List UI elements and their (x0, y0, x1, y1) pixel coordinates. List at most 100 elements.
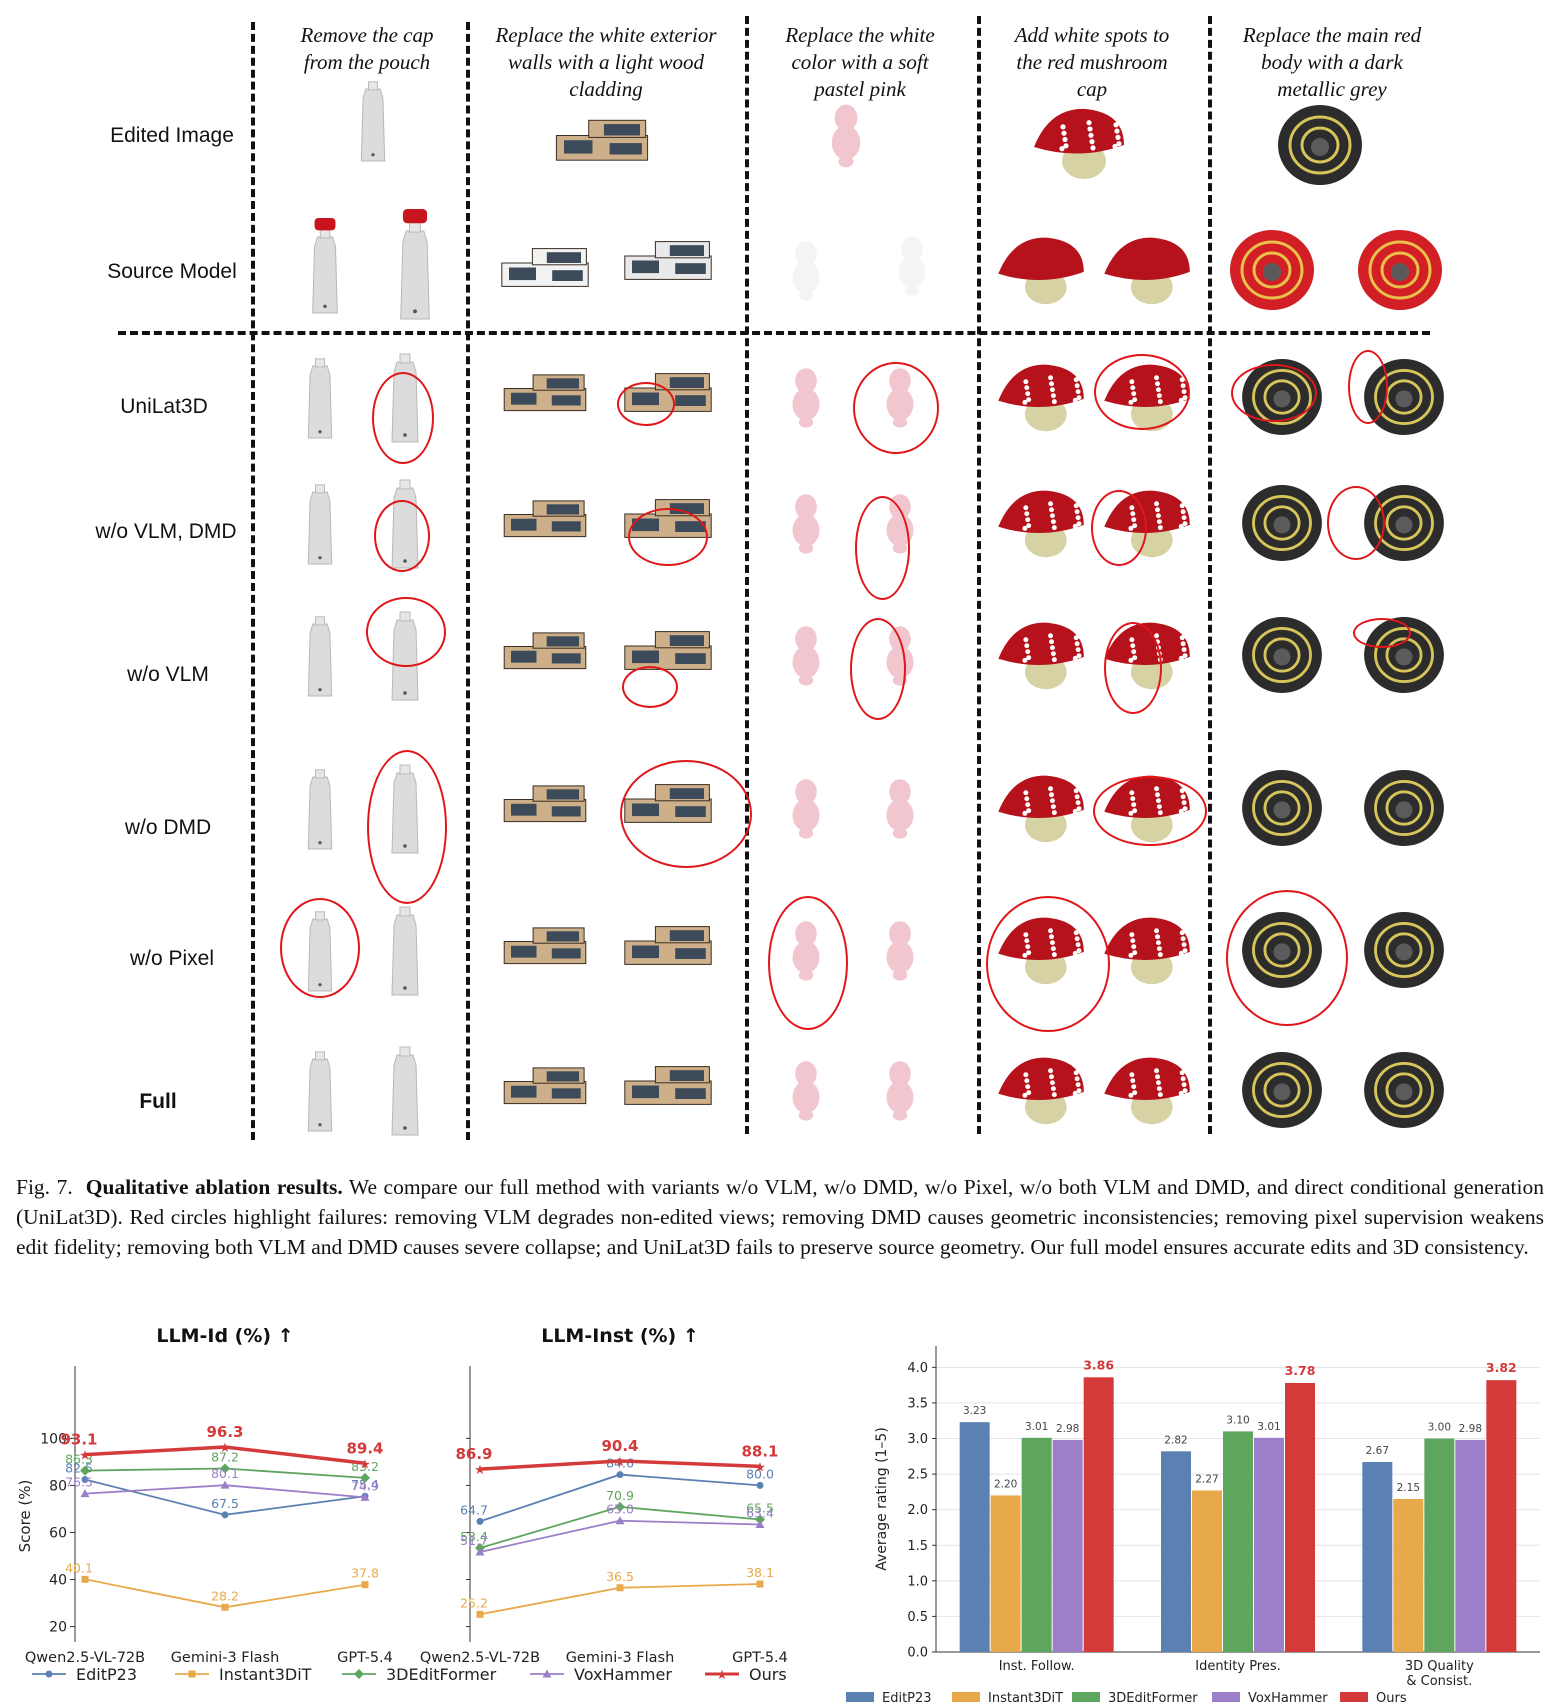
y-tick-label: 20 (49, 1620, 67, 1636)
col-divider (977, 16, 981, 1134)
x-tick-label: Identity Pres. (1195, 1659, 1281, 1674)
edit-instruction-line: Replace the white (785, 23, 935, 47)
hub-render (1364, 770, 1444, 846)
y-tick-label: 3.0 (907, 1432, 928, 1447)
bar-value-label: 2.20 (994, 1478, 1017, 1490)
data-label: 38.1 (746, 1565, 774, 1580)
failure-circle (853, 362, 939, 454)
bar-3deditformer (1223, 1431, 1253, 1652)
col-divider (251, 22, 255, 1140)
building-render (503, 632, 587, 670)
data-point (476, 1517, 484, 1525)
building-render (624, 926, 712, 965)
edit-instruction-col5: Replace the main red body with a dark meta… (1212, 22, 1452, 103)
mushroom-render (998, 364, 1084, 432)
legend-label: Ours (749, 1665, 787, 1684)
data-point: ★ (614, 1455, 626, 1470)
y-tick-label: 4.0 (907, 1361, 928, 1376)
mushroom-render (998, 775, 1084, 843)
line-chart: LLM-Id (%) ↑ 20 40 60 80 100 Score (%) Qwen2.5-… (16, 1325, 393, 1666)
data-point (221, 1511, 229, 1519)
mushroom-render (1104, 1057, 1190, 1125)
legend-label: 3DEditFormer (386, 1665, 497, 1684)
bar-chart: 0.0 0.5 1.0 1.5 2.0 2.5 3.0 3.5 4.0 Average ratin… (874, 1346, 1540, 1689)
row-divider (118, 331, 1430, 335)
data-label: 80.1 (211, 1466, 239, 1481)
data-label: 87.2 (211, 1449, 239, 1464)
hub-render (1242, 485, 1322, 561)
bar-value-label: 2.67 (1366, 1445, 1389, 1457)
pouch-render (307, 769, 333, 850)
col-divider (1208, 16, 1212, 1134)
data-label: 65.5 (746, 1501, 774, 1516)
y-tick-label: 2.0 (907, 1503, 928, 1518)
legend-label: Instant3DiT (219, 1665, 312, 1684)
x-tick-label: GPT-5.4 (732, 1650, 788, 1666)
edit-instruction-col4: Add white spots to the red mushroom cap (982, 22, 1202, 103)
bar-instant3dit (990, 1495, 1021, 1652)
failure-circle (620, 760, 752, 868)
pouch-render (312, 218, 338, 314)
bar-voxhammer (1052, 1439, 1083, 1652)
y-tick-label: 2.5 (907, 1468, 928, 1483)
edit-instruction-line: the red mushroom (1016, 50, 1168, 74)
data-label: 75.4 (351, 1477, 379, 1492)
bar-value-label: 3.10 (1226, 1414, 1249, 1426)
edit-instruction-line: from the pouch (303, 50, 431, 74)
data-label: 74.9 (351, 1478, 379, 1493)
bar-value-label: 3.86 (1083, 1357, 1114, 1372)
bar-voxhammer (1455, 1439, 1486, 1652)
edit-instruction-col2: Replace the white exterior walls with a l… (470, 22, 742, 103)
y-axis-label: Score (%) (16, 1480, 34, 1553)
animal-render (886, 779, 914, 839)
pouch-render (400, 209, 430, 320)
building-render (624, 1066, 712, 1105)
bar-value-label: 3.78 (1285, 1363, 1316, 1378)
bar-value-label: 3.82 (1486, 1360, 1517, 1375)
hub-render (1242, 770, 1322, 846)
figure-caption-title: Qualitative ablation results. (85, 1175, 343, 1199)
y-tick-label: 0.5 (907, 1610, 928, 1625)
pouch-render (307, 358, 333, 439)
x-tick-label: Inst. Follow. (999, 1659, 1075, 1674)
failure-circle (628, 508, 708, 566)
failure-circle (850, 618, 906, 720)
bar-value-label: 3.01 (1025, 1421, 1048, 1433)
data-label: 76.5 (65, 1475, 93, 1490)
legend-swatch (1340, 1692, 1368, 1702)
line-chart: LLM-Inst (%) ↑ Qwen2.5-VL-72B Gemini-3 Fla… (420, 1325, 788, 1666)
x-tick-label: Qwen2.5-VL-72B (25, 1650, 145, 1666)
data-label: 63.4 (746, 1505, 774, 1520)
data-point (361, 1581, 369, 1589)
failure-circle (280, 898, 360, 998)
data-label: 70.9 (606, 1488, 634, 1503)
hub-render (1242, 617, 1322, 693)
row-label-wo-vlm-dmd: w/o VLM, DMD (95, 520, 237, 543)
data-label: 64.7 (460, 1502, 488, 1517)
row-label-wo-vlm: w/o VLM (127, 663, 209, 686)
failure-circle (768, 896, 848, 1030)
failure-circle (374, 500, 430, 572)
x-tick-label: Gemini-3 Flash (171, 1650, 280, 1666)
pouch-render (360, 81, 386, 162)
row-label-source-model: Source Model (107, 260, 237, 283)
data-label: 25.2 (460, 1595, 488, 1610)
x-tick-label: & Consist. (1406, 1674, 1472, 1689)
animal-render (792, 241, 820, 301)
data-point (756, 1580, 764, 1588)
failure-circle (986, 896, 1110, 1032)
data-label: 36.5 (606, 1569, 634, 1584)
row-label-wo-dmd: w/o DMD (124, 816, 212, 839)
hub-render (1242, 1052, 1322, 1128)
failure-circle (372, 372, 434, 464)
edit-instruction-line: pastel pink (814, 77, 906, 101)
data-point: ★ (359, 1457, 371, 1472)
hub-render (1364, 912, 1444, 988)
data-point (476, 1610, 484, 1618)
edit-instruction-line: Add white spots to (1014, 23, 1170, 47)
bar-value-label: 2.82 (1164, 1434, 1187, 1446)
legend-swatch (952, 1692, 980, 1702)
row-label-edited-image: Edited Image (110, 124, 234, 147)
edit-instruction-line: metallic grey (1277, 77, 1387, 101)
legend-label: Instant3DiT (988, 1691, 1063, 1702)
